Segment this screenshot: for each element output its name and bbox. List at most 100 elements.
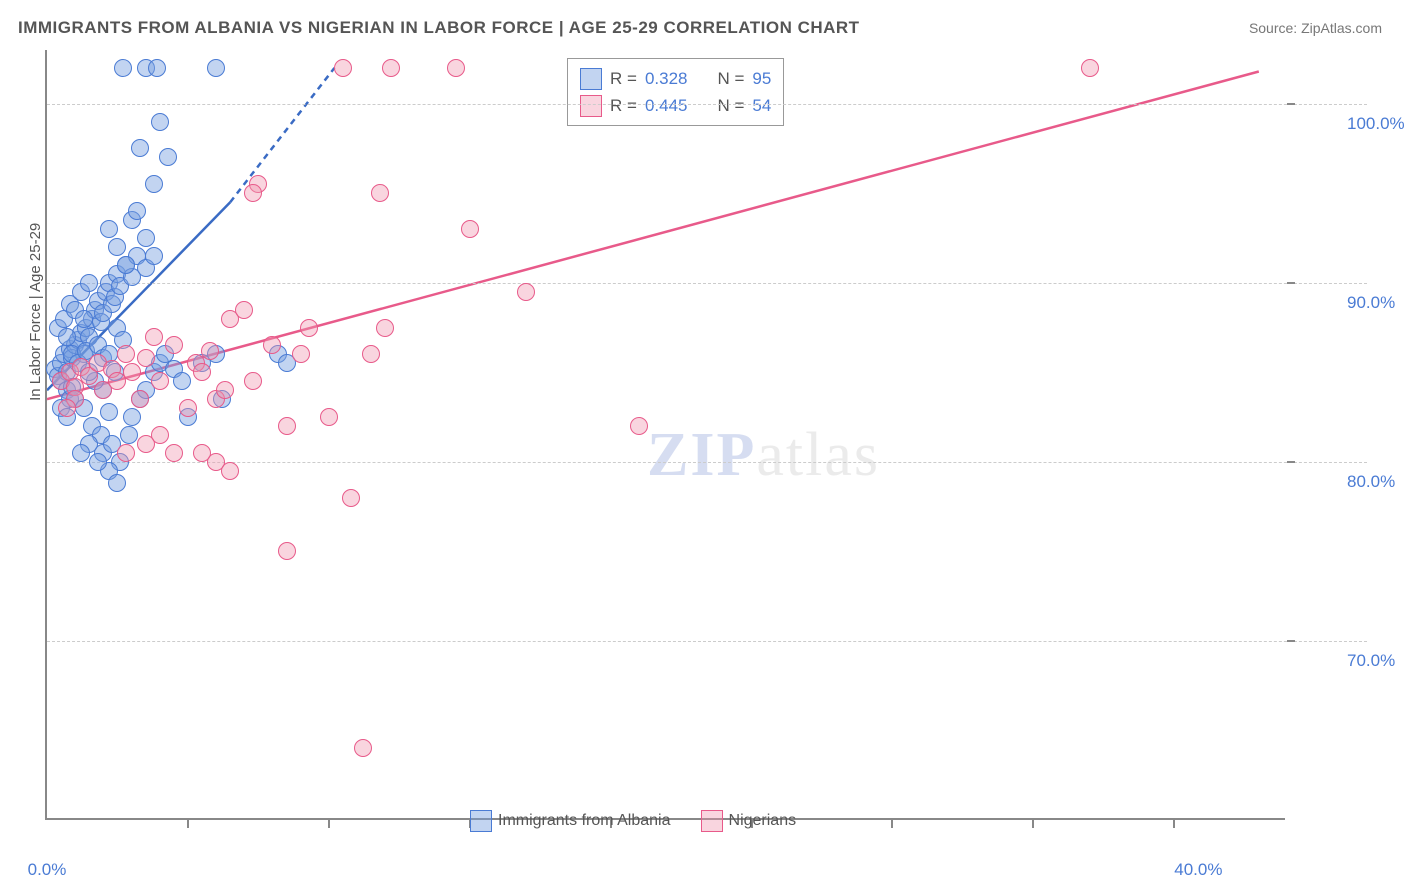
data-point: [371, 184, 389, 202]
r-value: 0.445: [645, 92, 688, 119]
data-point: [179, 399, 197, 417]
ytick-label: 70.0%: [1347, 651, 1395, 671]
data-point: [216, 381, 234, 399]
gridline: [47, 283, 1367, 284]
xtick-mark: [1173, 820, 1175, 828]
data-point: [137, 229, 155, 247]
n-value: 95: [752, 65, 771, 92]
data-point: [80, 274, 98, 292]
data-point: [376, 319, 394, 337]
data-point: [72, 444, 90, 462]
data-point: [320, 408, 338, 426]
gridline: [47, 641, 1367, 642]
watermark-atlas: atlas: [756, 421, 880, 489]
data-point: [278, 417, 296, 435]
data-point: [165, 444, 183, 462]
data-point: [235, 301, 253, 319]
data-point: [151, 372, 169, 390]
n-label: N =: [717, 65, 744, 92]
stats-legend-row: R =0.445N =54: [580, 92, 771, 119]
data-point: [278, 542, 296, 560]
data-point: [201, 342, 219, 360]
y-axis-label: In Labor Force | Age 25-29: [27, 223, 44, 401]
data-point: [354, 739, 372, 757]
data-point: [244, 184, 262, 202]
data-point: [1081, 59, 1099, 77]
data-point: [221, 462, 239, 480]
data-point: [58, 328, 76, 346]
ytick-label: 100.0%: [1347, 114, 1405, 134]
data-point: [75, 310, 93, 328]
data-point: [159, 148, 177, 166]
ytick-mark: [1287, 103, 1295, 105]
data-point: [517, 283, 535, 301]
data-point: [193, 444, 211, 462]
stats-legend-row: R = 0.328 N = 95: [580, 65, 771, 92]
xtick-mark: [328, 820, 330, 828]
stats-legend: R = 0.328 N = 95R = 0.445 N = 54: [567, 58, 784, 126]
data-point: [148, 59, 166, 77]
data-point: [382, 59, 400, 77]
data-point: [244, 372, 262, 390]
data-point: [100, 220, 118, 238]
legend-swatch: [701, 810, 723, 832]
data-point: [165, 336, 183, 354]
n-label: N =: [717, 92, 744, 119]
data-point: [151, 113, 169, 131]
watermark-zip: ZIP: [647, 421, 756, 489]
ytick-mark: [1287, 282, 1295, 284]
data-point: [128, 202, 146, 220]
data-point: [334, 59, 352, 77]
data-point: [145, 328, 163, 346]
xtick-mark: [187, 820, 189, 828]
ytick-mark: [1287, 461, 1295, 463]
chart-title: IMMIGRANTS FROM ALBANIA VS NIGERIAN IN L…: [18, 18, 860, 38]
data-point: [100, 403, 118, 421]
data-point: [362, 345, 380, 363]
data-point: [630, 417, 648, 435]
data-point: [173, 372, 191, 390]
series-legend: Immigrants from Albania Nigerians: [470, 810, 796, 832]
data-point: [300, 319, 318, 337]
data-point: [117, 444, 135, 462]
data-point: [120, 426, 138, 444]
data-point: [123, 408, 141, 426]
data-point: [108, 238, 126, 256]
data-point: [145, 175, 163, 193]
data-point: [114, 59, 132, 77]
data-point: [145, 247, 163, 265]
legend-swatch: [470, 810, 492, 832]
r-label: R =: [610, 65, 637, 92]
data-point: [292, 345, 310, 363]
legend-item: Nigerians: [701, 810, 797, 832]
data-point: [58, 399, 76, 417]
legend-swatch: [580, 95, 602, 117]
data-point: [207, 59, 225, 77]
data-point: [137, 435, 155, 453]
data-point: [193, 363, 211, 381]
data-point: [123, 363, 141, 381]
data-point: [342, 489, 360, 507]
scatter-chart: In Labor Force | Age 25-29 ZIPatlas R =0…: [45, 50, 1285, 820]
xtick-label-right: 40.0%: [1174, 860, 1222, 880]
xtick-mark: [891, 820, 893, 828]
ytick-label: 80.0%: [1347, 472, 1395, 492]
xtick-label-left: 0.0%: [28, 860, 67, 880]
data-point: [108, 474, 126, 492]
source-caption: Source: ZipAtlas.com: [1249, 20, 1382, 36]
data-point: [117, 256, 135, 274]
data-point: [131, 139, 149, 157]
xtick-mark: [1032, 820, 1034, 828]
legend-item: Immigrants from Albania: [470, 810, 671, 832]
data-point: [137, 349, 155, 367]
n-value: 54: [752, 92, 771, 119]
gridline: [47, 104, 1367, 105]
ytick-label: 90.0%: [1347, 293, 1395, 313]
trend-line: [230, 68, 334, 202]
r-value: 0.328: [645, 65, 688, 92]
data-point: [131, 390, 149, 408]
data-point: [447, 59, 465, 77]
data-point: [89, 453, 107, 471]
data-point: [263, 336, 281, 354]
watermark: ZIPatlas: [647, 420, 880, 491]
